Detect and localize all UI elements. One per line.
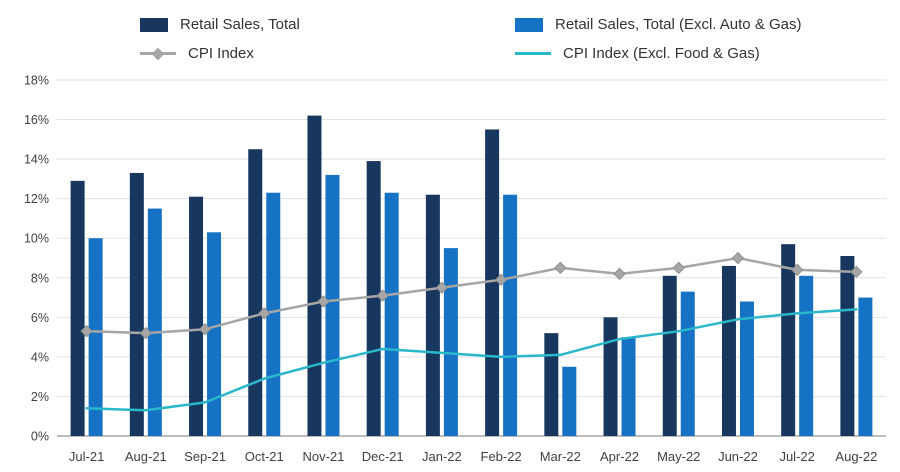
x-tick-label: Jun-22 [718, 449, 758, 464]
bar-retail-total [603, 317, 618, 436]
line-series [85, 256, 858, 335]
diamond-marker-icon [554, 261, 567, 275]
bar-retail-excl [147, 208, 162, 436]
bar-retail-total [425, 194, 440, 436]
legend-column-left: Retail Sales, Total CPI Index [140, 16, 300, 62]
x-tick-label: Apr-22 [600, 449, 639, 464]
bar-retail-excl [680, 291, 695, 436]
x-tick-label: Aug-22 [835, 449, 877, 464]
bar-retail-total [840, 256, 855, 436]
diamond-marker-icon [198, 322, 212, 336]
bar-retail-total [70, 180, 85, 436]
y-tick-label: 16% [24, 113, 49, 127]
bar-retail-total [129, 172, 144, 436]
x-tick-label: Aug-21 [125, 449, 167, 464]
legend-swatch-dark-bar [140, 17, 168, 32]
x-tick-label: Oct-21 [245, 449, 284, 464]
legend-label: Retail Sales, Total (Excl. Auto & Gas) [555, 16, 802, 33]
legend-item-cpi-excl: CPI Index (Excl. Food & Gas) [515, 45, 802, 62]
bar-retail-total [781, 244, 796, 436]
bar-retail-total [307, 115, 322, 436]
x-tick-label: Feb-22 [481, 449, 522, 464]
x-tick-label: Dec-21 [362, 449, 404, 464]
y-tick-label: 2% [31, 390, 49, 404]
x-tick-label: Sep-21 [184, 449, 226, 464]
diamond-marker-icon [672, 261, 685, 275]
bar-retail-total [485, 129, 500, 436]
bar-retail-excl [858, 297, 873, 436]
diamond-marker-icon [731, 251, 745, 265]
legend-item-retail-sales-total: Retail Sales, Total [140, 16, 300, 33]
bar-retail-total [662, 275, 677, 436]
legend-label: Retail Sales, Total [180, 16, 300, 33]
y-tick-label: 6% [31, 311, 49, 325]
y-tick-label: 0% [31, 430, 49, 444]
legend-swatch-gray-line-diamond-icon [140, 47, 176, 60]
y-tick-label: 12% [24, 192, 49, 206]
legend-item-retail-sales-excl: Retail Sales, Total (Excl. Auto & Gas) [515, 16, 802, 33]
x-tick-label: Jul-21 [69, 449, 104, 464]
bar-retail-total [544, 333, 559, 436]
bar-retail-excl [207, 232, 222, 436]
diamond-marker-icon [258, 307, 271, 320]
bar-retail-total [366, 161, 381, 436]
chart-legend: Retail Sales, Total CPI Index Retail Sal… [0, 0, 900, 74]
y-tick-label: 14% [24, 153, 49, 167]
bar-retail-excl [325, 174, 340, 436]
diamond-marker-icon [151, 47, 165, 60]
x-tick-label: May-22 [657, 449, 700, 464]
legend-label: CPI Index (Excl. Food & Gas) [563, 45, 760, 62]
legend-label: CPI Index [188, 45, 254, 62]
y-tick-label: 4% [31, 350, 49, 364]
x-tick-label: Jul-22 [779, 449, 814, 464]
bar-retail-excl [739, 301, 754, 436]
chart-plot-area: 0% 2% 4% 6% 8% 10% 12% 14% 16% 18% Jul-21 Aug-21 Sep… [24, 74, 886, 464]
diamond-marker-icon [494, 273, 508, 286]
diamond-marker-icon [790, 263, 804, 277]
bar-retail-excl [562, 366, 577, 436]
y-tick-label: 18% [24, 74, 49, 88]
legend-column-right: Retail Sales, Total (Excl. Auto & Gas) C… [515, 16, 802, 62]
diamond-marker-icon [376, 289, 389, 302]
bar-retail-total [248, 149, 263, 436]
bar-retail-excl [503, 194, 518, 436]
x-tick-label: Jan-22 [422, 449, 462, 464]
diamond-marker-icon [317, 295, 330, 308]
bar-retail-total [721, 265, 736, 436]
diamond-marker-icon [613, 267, 626, 281]
y-tick-label: 10% [24, 232, 49, 246]
bar-retail-excl [799, 275, 814, 436]
bar-retail-excl [88, 238, 103, 436]
bar-retail-excl [443, 248, 458, 436]
legend-swatch-cyan-line-icon [515, 51, 551, 56]
legend-item-cpi-index: CPI Index [140, 45, 300, 62]
y-tick-label: 8% [31, 271, 49, 285]
bar-retail-excl [384, 192, 399, 436]
diamond-marker-icon [80, 324, 93, 338]
diamond-marker-icon [139, 326, 153, 340]
bar-retail-total [189, 196, 204, 436]
diamond-marker-icon [850, 265, 863, 279]
diamond-marker-icon [435, 281, 449, 294]
x-tick-label: Nov-21 [303, 449, 345, 464]
legend-swatch-blue-bar [515, 17, 543, 32]
bar-retail-excl [621, 337, 636, 436]
line-series [85, 308, 858, 412]
x-tick-label: Mar-22 [540, 449, 581, 464]
